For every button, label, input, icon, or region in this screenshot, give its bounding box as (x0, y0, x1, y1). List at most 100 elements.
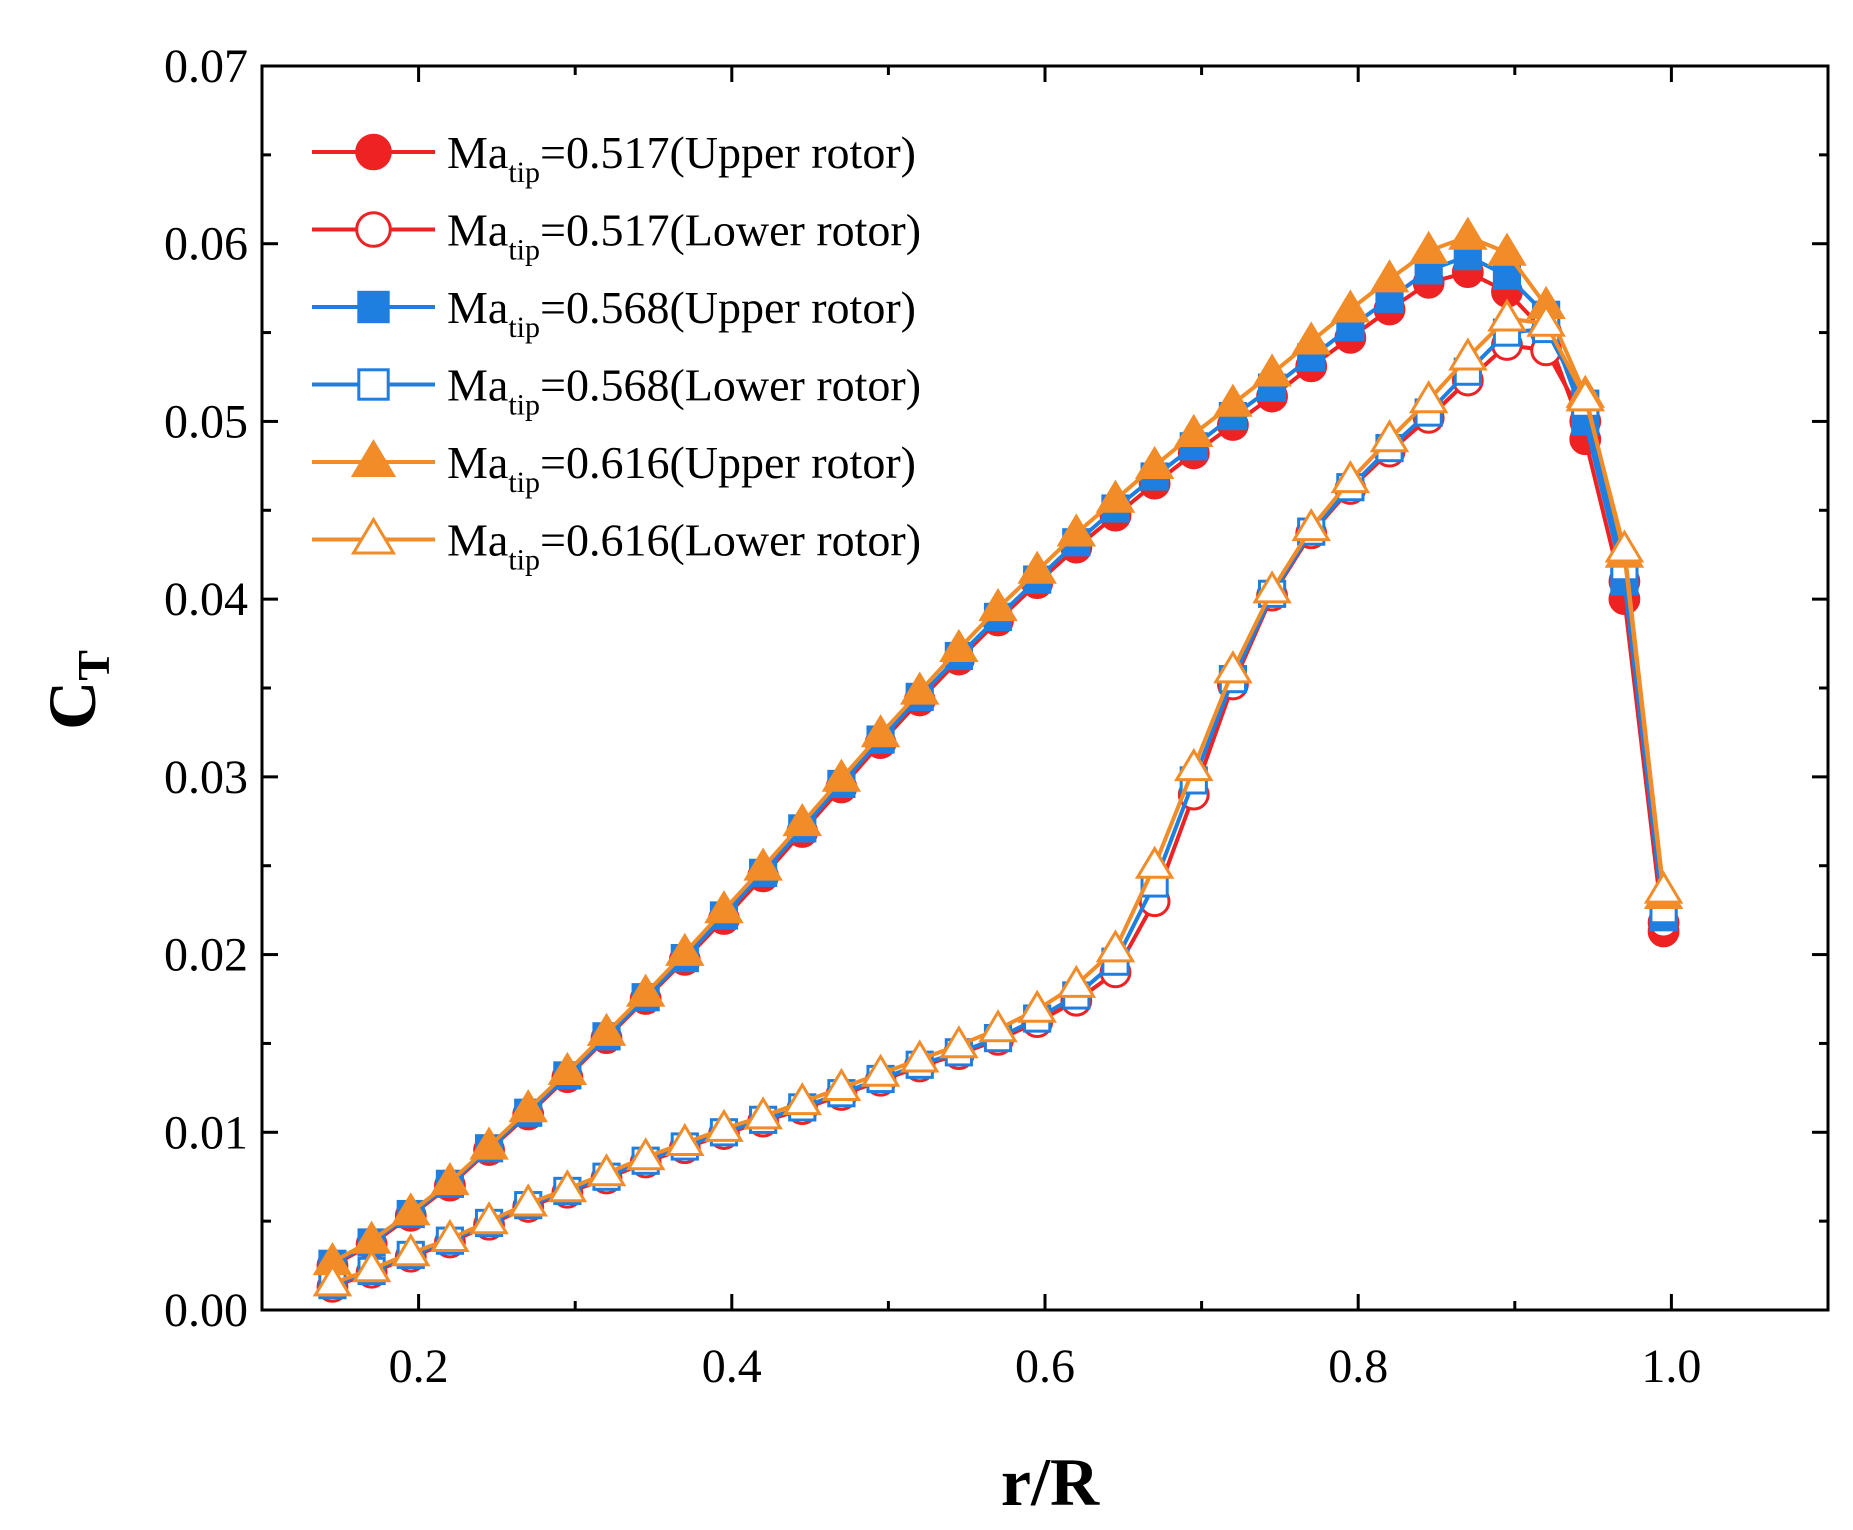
series-4-point (586, 1012, 627, 1046)
legend-marker (350, 516, 397, 555)
legend-item-2: Matip=0.568(Upper rotor) (312, 282, 916, 344)
legend-label-prefix: Ma (447, 360, 508, 411)
x-axis-ticks: 0.2 0.4 0.6 0.8 1.0 (389, 66, 1701, 1393)
series-5-point (1134, 845, 1175, 879)
series-4-point (782, 803, 823, 837)
series-4-point (821, 758, 862, 792)
series-5-point (899, 1039, 940, 1073)
legend-label-prefix: Ma (447, 205, 508, 256)
y-tick-label: 0.00 (164, 1284, 248, 1337)
series-5-point (1565, 378, 1606, 412)
series-5-point (430, 1218, 470, 1253)
legend-label: Matip=0.568(Lower rotor) (447, 360, 921, 422)
legend-item-3: Matip=0.568(Lower rotor) (312, 360, 921, 422)
y-tick-label: 0.04 (164, 573, 248, 626)
series-4-point (899, 671, 940, 705)
series-4-point (1448, 216, 1488, 250)
series-4-point (547, 1051, 588, 1085)
series-5-point (1487, 298, 1527, 332)
y-tick-label: 0.06 (164, 218, 248, 271)
series-4-point (430, 1162, 470, 1196)
series-5 (312, 298, 1684, 1297)
series-5-point (665, 1122, 705, 1157)
legend-label: Matip=0.616(Lower rotor) (447, 515, 921, 577)
series-4-point (625, 973, 666, 1007)
series-5-point (547, 1169, 588, 1203)
series-4-point (1017, 550, 1057, 584)
legend-label-sub: tip (508, 311, 540, 344)
x-axis-title: r/R (1001, 1444, 1100, 1520)
series-4-point (469, 1126, 509, 1160)
series-5-point (1291, 508, 1331, 542)
legend-label-suffix: =0.616(Upper rotor) (540, 437, 916, 488)
series-5-point (1213, 650, 1253, 684)
series-5-point (821, 1067, 862, 1101)
legend-marker (357, 368, 390, 401)
series-4-point (1408, 230, 1449, 264)
series-layer (312, 216, 1684, 1303)
series-4-point (1095, 479, 1136, 513)
series-4-point (1487, 232, 1527, 266)
x-tick-label: 0.6 (1015, 1340, 1075, 1393)
legend-label-sub: tip (508, 234, 540, 267)
series-5-point (978, 1009, 1018, 1043)
series-5-point (1604, 529, 1645, 563)
legend-label-prefix: Ma (447, 515, 508, 566)
series-5-point (939, 1025, 979, 1059)
series-5-point (1408, 380, 1449, 414)
legend-marker (355, 211, 392, 248)
series-5-point (1448, 337, 1488, 371)
legend-label-sub: tip (508, 156, 540, 189)
x-tick-label: 0.2 (389, 1340, 449, 1393)
legend-label-suffix: =0.568(Upper rotor) (540, 282, 916, 333)
legend-label: Matip=0.517(Lower rotor) (447, 205, 921, 267)
series-4-point (978, 587, 1018, 622)
series-5-point (1174, 747, 1214, 782)
series-4-point (743, 847, 783, 881)
series-4-point (939, 628, 979, 662)
series-5-point (1330, 460, 1371, 494)
series-4-point (1174, 413, 1214, 447)
series-5-point (1643, 870, 1684, 904)
y-axis-title-sub: T (68, 650, 119, 681)
series-4-point (665, 932, 705, 966)
legend-item-0: Matip=0.517(Upper rotor) (312, 127, 916, 189)
series-5-point (391, 1233, 431, 1267)
series-4-point (1369, 259, 1410, 293)
series-5-point (743, 1096, 783, 1130)
series-4-point (508, 1089, 548, 1123)
legend-item-4: Matip=0.616(Upper rotor) (312, 437, 916, 499)
series-4-point (391, 1192, 431, 1226)
legend-label: Matip=0.568(Upper rotor) (447, 282, 916, 344)
legend-label-sub: tip (508, 389, 540, 422)
x-tick-label: 1.0 (1641, 1340, 1701, 1393)
plot-frame (260, 64, 1830, 1312)
series-5-point (1252, 570, 1292, 604)
y-tick-label: 0.05 (164, 395, 248, 448)
legend-marker (350, 439, 397, 478)
series-5-point (1526, 303, 1566, 337)
y-axis-title-main: C (34, 681, 110, 730)
y-tick-label: 0.03 (164, 751, 248, 804)
series-5-point (1369, 419, 1410, 453)
legend-label-sub: tip (508, 466, 540, 499)
legend-marker (355, 133, 392, 171)
y-tick-label: 0.01 (164, 1106, 248, 1159)
series-4-point (1291, 321, 1331, 355)
legend: Matip=0.517(Upper rotor) Matip=0.517(Lowe… (312, 127, 921, 577)
legend-label: Matip=0.517(Upper rotor) (447, 127, 916, 189)
legend-label-sub: tip (508, 544, 540, 577)
legend-item-1: Matip=0.517(Lower rotor) (312, 205, 921, 267)
series-4-point (1330, 289, 1371, 323)
series-5-point (860, 1053, 901, 1087)
legend-label-prefix: Ma (447, 437, 508, 488)
legend-label-prefix: Ma (447, 282, 508, 333)
series-5-point (625, 1137, 666, 1171)
x-tick-label: 0.4 (702, 1340, 762, 1393)
series-5-point (508, 1183, 548, 1217)
series-4-point (1056, 513, 1097, 547)
legend-label-suffix: =0.616(Lower rotor) (540, 515, 921, 566)
series-4-point (704, 890, 744, 924)
